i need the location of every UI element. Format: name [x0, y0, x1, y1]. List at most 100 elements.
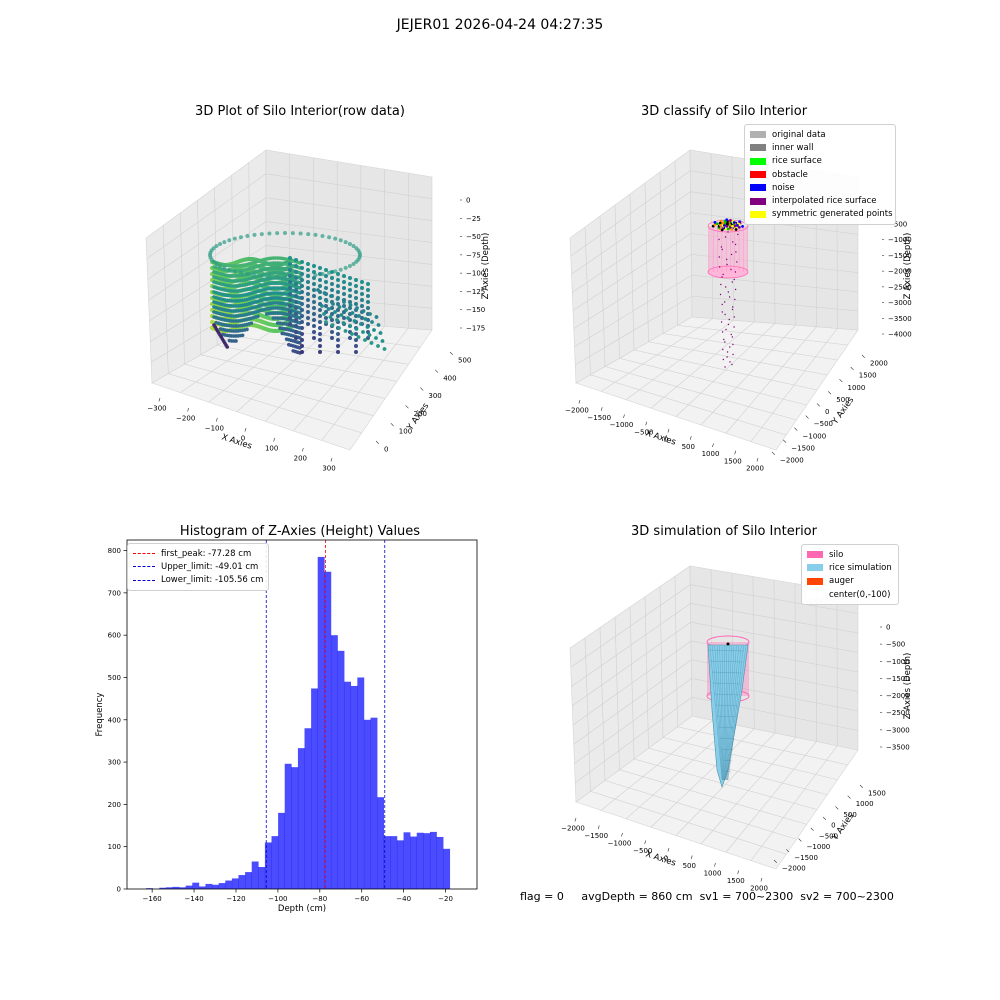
legend-label: silo	[829, 549, 844, 560]
z-axis-tick-label: −2500	[886, 709, 910, 717]
rice-mesh-line	[721, 645, 725, 781]
data-point	[294, 324, 298, 328]
data-point	[232, 236, 237, 241]
interpolated-point	[720, 321, 723, 323]
z-axis-label: Z Axies (Depth)	[903, 653, 913, 720]
data-point	[312, 288, 316, 292]
data-point	[318, 272, 322, 276]
x-axis-tick	[712, 443, 714, 448]
legend-item: auger	[807, 575, 893, 588]
histogram-bar	[324, 571, 332, 889]
grid-line	[659, 586, 838, 781]
data-point	[348, 306, 352, 310]
data-point	[312, 312, 316, 316]
y-axis-tick	[783, 439, 787, 443]
data-point	[365, 325, 370, 329]
grid-line	[179, 212, 374, 417]
data-point	[342, 280, 346, 284]
data-point	[354, 278, 358, 282]
legend-item: obstacle	[750, 168, 890, 181]
data-point	[324, 304, 328, 308]
histogram-bar	[370, 717, 378, 889]
data-point	[336, 338, 340, 342]
interpolated-point	[718, 238, 720, 241]
data-point	[318, 314, 322, 318]
grid-line	[149, 245, 433, 322]
interpolated-point	[734, 243, 737, 246]
rice-mesh-line	[718, 726, 736, 729]
data-point	[288, 280, 292, 284]
data-point	[354, 284, 358, 288]
data-point	[306, 262, 310, 266]
y-tick-label: 100	[108, 843, 121, 851]
classified-point	[713, 223, 717, 227]
classified-point	[730, 228, 734, 231]
data-point	[294, 312, 298, 316]
y-axis-tick-label: 100	[399, 428, 412, 436]
z-axis-tick-label: −1500	[888, 252, 912, 260]
data-point	[359, 322, 363, 326]
data-point	[288, 274, 292, 278]
data-point	[318, 296, 322, 300]
data-point	[327, 235, 332, 240]
grid-line	[600, 153, 714, 392]
data-point	[324, 299, 329, 303]
grid-line	[614, 617, 807, 825]
data-point	[312, 294, 316, 298]
interpolated-point	[730, 333, 732, 336]
data-point	[367, 333, 372, 337]
data-point	[300, 260, 304, 264]
data-point	[366, 306, 370, 310]
x-axis-tick	[273, 437, 275, 442]
histogram-bar	[159, 887, 167, 889]
data-point	[360, 286, 364, 290]
histogram-bar	[357, 677, 365, 889]
legend-swatch	[750, 144, 766, 152]
data-point	[288, 316, 292, 320]
data-point	[275, 231, 280, 236]
data-point	[360, 280, 364, 284]
data-point	[318, 284, 322, 288]
data-point	[348, 324, 352, 328]
x-tick-label: −20	[438, 895, 453, 903]
data-point	[294, 294, 298, 298]
legend-swatch	[750, 131, 766, 139]
grid-line	[571, 603, 859, 687]
data-point	[294, 318, 298, 322]
data-point	[288, 292, 292, 296]
z-axis-tick-label: −3500	[886, 744, 910, 752]
interpolated-point	[726, 351, 729, 353]
grid-line	[599, 215, 797, 421]
data-point	[374, 315, 379, 319]
y-axis-tick-label: 400	[443, 374, 456, 382]
histogram-bar	[258, 867, 266, 889]
histogram-bar	[383, 836, 391, 889]
histogram-bar	[436, 836, 444, 889]
z-axis-tick-label: −1000	[888, 236, 912, 244]
data-point	[336, 284, 340, 288]
data-point	[342, 316, 346, 320]
y-axis-tick	[773, 859, 778, 864]
data-point	[333, 269, 338, 274]
y-tick-label: 200	[108, 801, 121, 809]
histogram-bar	[146, 888, 153, 889]
z-axis-tick-label: −2500	[888, 283, 912, 291]
histogram-bar	[403, 832, 411, 889]
legend-swatch	[807, 551, 823, 559]
data-point	[300, 266, 304, 270]
data-point	[256, 314, 260, 319]
x-axis-tick-label: 0	[664, 436, 668, 444]
data-point	[318, 320, 322, 324]
data-point	[275, 274, 280, 279]
data-point	[245, 327, 249, 332]
rice-mesh-line	[716, 715, 737, 718]
data-point	[267, 274, 272, 279]
data-point	[300, 344, 304, 348]
x-axis-tick	[158, 397, 161, 402]
y-axis-tick	[847, 795, 851, 799]
grid-line	[573, 254, 859, 329]
data-point	[342, 304, 346, 308]
x-axis-tick	[690, 855, 693, 860]
data-point	[306, 292, 310, 296]
y-axis-tick-label: −2000	[780, 457, 804, 465]
